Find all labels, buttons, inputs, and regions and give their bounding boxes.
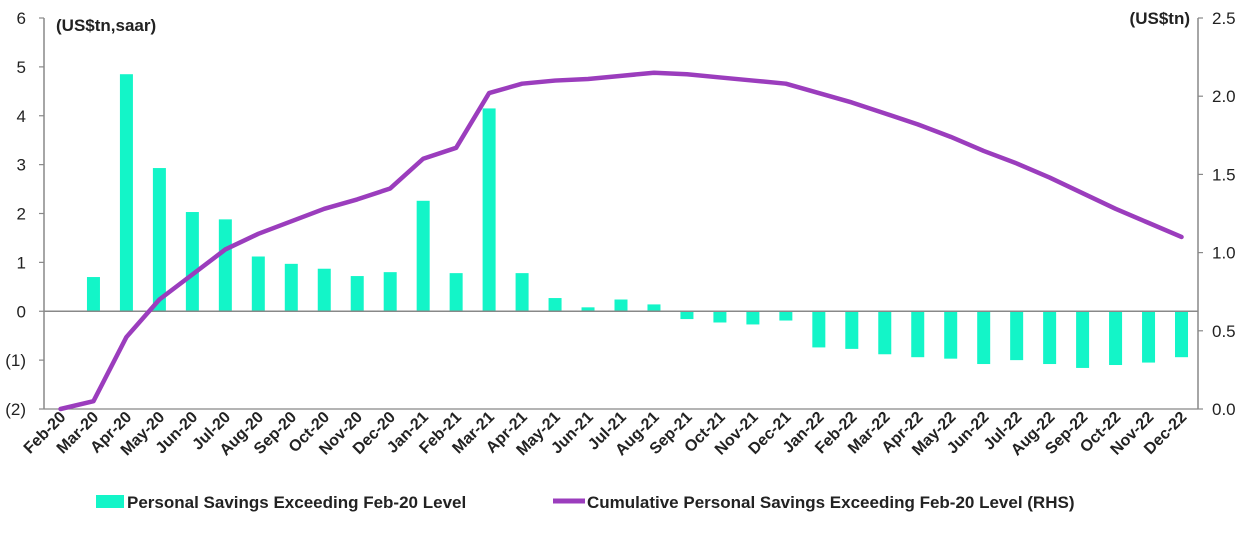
right-tick-label: 1.5	[1212, 165, 1236, 184]
left-tick-label: (1)	[5, 351, 26, 370]
bar-oct-22	[1109, 311, 1123, 366]
left-tick-label: 2	[17, 205, 26, 224]
bar-aug-21	[647, 304, 661, 312]
legend-line-label: Cumulative Personal Savings Exceeding Fe…	[587, 493, 1075, 512]
right-tick-label: 2.5	[1212, 9, 1236, 28]
cumulative-savings-line	[58, 70, 1184, 412]
left-tick-label: 0	[17, 302, 26, 321]
bar-sep-21	[680, 311, 694, 320]
bar-aug-20	[251, 256, 265, 312]
bar-apr-21	[515, 273, 529, 312]
bar-feb-21	[449, 273, 463, 312]
right-axis-unit-label: (US$tn)	[1130, 9, 1190, 28]
bar-jun-21	[581, 307, 595, 312]
bar-mar-20	[86, 277, 100, 312]
bar-jun-20	[185, 212, 199, 312]
bar-mar-21	[482, 108, 496, 312]
left-tick-label: 4	[17, 107, 26, 126]
bar-jul-21	[614, 299, 628, 312]
bar-nov-21	[746, 311, 760, 325]
line-layer	[58, 70, 1184, 412]
right-tick-label: 0.5	[1212, 322, 1236, 341]
left-tick-label: (2)	[5, 400, 26, 419]
bar-jan-21	[416, 200, 430, 312]
right-tick-label: 0.0	[1212, 400, 1236, 419]
bar-may-22	[944, 311, 958, 359]
left-tick-label: 3	[17, 156, 26, 175]
right-tick-label: 2.0	[1212, 87, 1236, 106]
bar-jan-22	[812, 311, 826, 348]
bar-dec-20	[383, 272, 397, 312]
left-tick-label: 1	[17, 253, 26, 272]
bar-nov-20	[350, 276, 364, 312]
legend-bar-swatch	[96, 495, 124, 508]
bar-aug-22	[1043, 311, 1057, 365]
legend: Personal Savings Exceeding Feb-20 Level …	[96, 493, 1075, 512]
bar-mar-22	[878, 311, 892, 355]
bar-sep-20	[284, 263, 298, 312]
bar-dec-22	[1175, 311, 1189, 358]
bar-may-20	[152, 168, 166, 312]
bar-oct-21	[713, 311, 727, 323]
bar-may-21	[548, 298, 562, 312]
bar-dec-21	[779, 311, 793, 321]
bar-feb-22	[845, 311, 859, 349]
bar-jun-22	[977, 311, 991, 365]
bar-apr-20	[119, 74, 133, 312]
bars-layer	[86, 74, 1189, 368]
bar-nov-22	[1142, 311, 1156, 363]
left-axis-unit-label: (US$tn,saar)	[56, 16, 156, 35]
bar-sep-22	[1076, 311, 1090, 368]
left-tick-label: 6	[17, 9, 26, 28]
bar-jul-20	[218, 219, 232, 312]
legend-bar-label: Personal Savings Exceeding Feb-20 Level	[127, 493, 466, 512]
bar-apr-22	[911, 311, 925, 358]
bar-oct-20	[317, 268, 331, 312]
left-tick-label: 5	[17, 58, 26, 77]
right-tick-label: 1.0	[1212, 244, 1236, 263]
bar-jul-22	[1010, 311, 1024, 361]
